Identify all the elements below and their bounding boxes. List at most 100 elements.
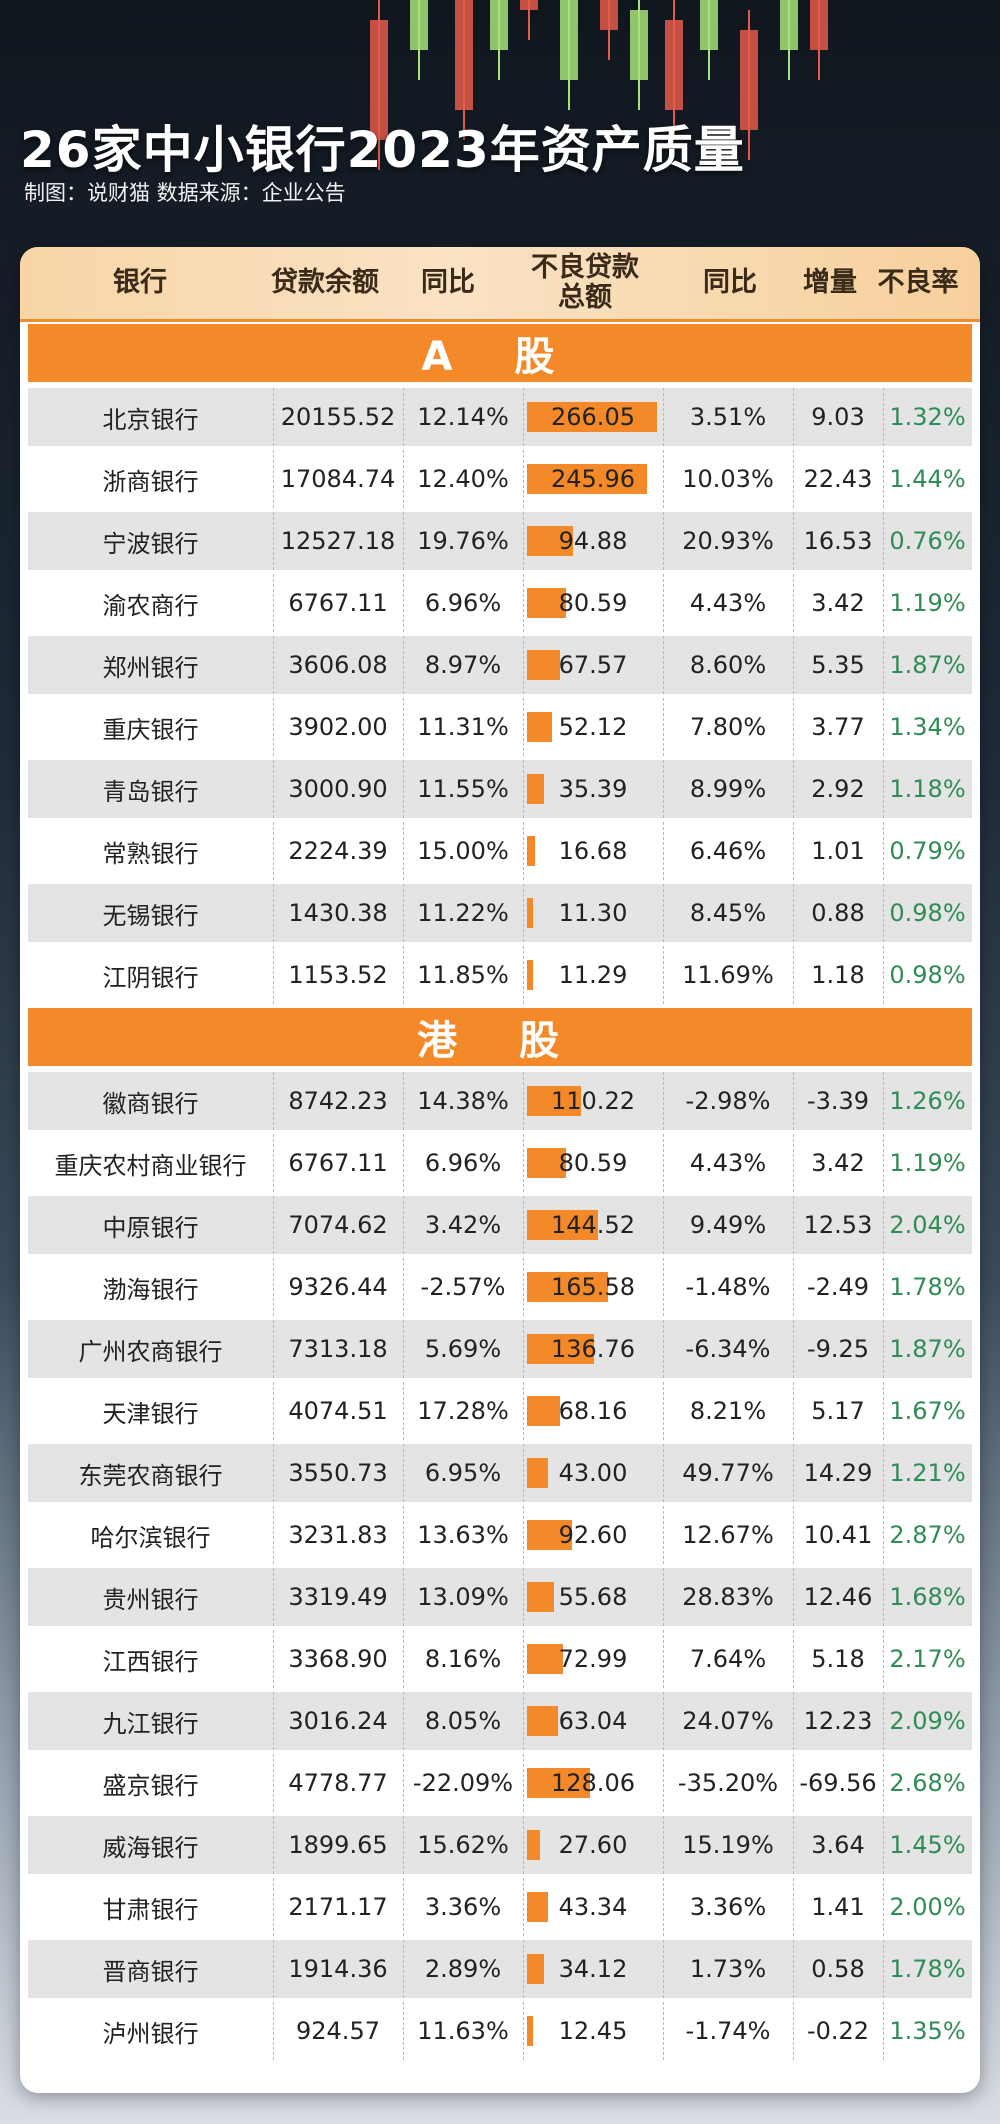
table-row: 泸州银行 924.57 11.63% 12.45 -1.74% -0.22 1.35% bbox=[28, 2002, 972, 2060]
column-divider bbox=[883, 1258, 884, 1316]
column-divider bbox=[523, 1444, 524, 1502]
npl-total: 80.59 bbox=[558, 589, 628, 617]
loan-yoy: 5.69% bbox=[424, 1335, 502, 1363]
column-divider bbox=[273, 946, 274, 1004]
column-divider bbox=[523, 1072, 524, 1130]
npl-yoy: 20.93% bbox=[682, 527, 774, 555]
npl-total: 92.60 bbox=[558, 1521, 628, 1549]
header-loan-yoy: 同比 bbox=[421, 267, 475, 298]
npl-increase: 10.41 bbox=[803, 1521, 873, 1549]
column-divider bbox=[883, 1940, 884, 1998]
npl-total-cell: 128.06 bbox=[527, 1754, 659, 1812]
npl-yoy: 8.21% bbox=[689, 1397, 767, 1425]
column-divider bbox=[793, 946, 794, 1004]
npl-bar bbox=[527, 1954, 544, 1984]
column-divider bbox=[663, 1320, 664, 1378]
npl-total: 110.22 bbox=[551, 1087, 635, 1115]
table-row: 中原银行 7074.62 3.42% 144.52 9.49% 12.53 2.04% bbox=[28, 1196, 972, 1254]
column-divider bbox=[793, 1072, 794, 1130]
npl-ratio: 2.68% bbox=[889, 1769, 966, 1797]
column-divider bbox=[793, 822, 794, 880]
header-npl-increase: 增量 bbox=[803, 267, 857, 298]
column-divider bbox=[883, 2002, 884, 2060]
column-divider bbox=[403, 388, 404, 446]
candle-body bbox=[700, 0, 718, 50]
table-row: 青岛银行 3000.90 11.55% 35.39 8.99% 2.92 1.18% bbox=[28, 760, 972, 818]
npl-increase: 12.53 bbox=[803, 1211, 873, 1239]
column-divider bbox=[273, 512, 274, 570]
npl-increase: -69.56 bbox=[799, 1769, 877, 1797]
npl-bar bbox=[527, 836, 536, 866]
column-divider bbox=[523, 1258, 524, 1316]
npl-bar bbox=[527, 1334, 594, 1364]
column-divider bbox=[523, 822, 524, 880]
bank-name: 无锡银行 bbox=[102, 901, 199, 930]
column-divider bbox=[793, 1878, 794, 1936]
column-divider bbox=[523, 1878, 524, 1936]
bank-name: 渝农商行 bbox=[102, 591, 199, 620]
npl-total-cell: 266.05 bbox=[527, 388, 659, 446]
column-divider bbox=[793, 1940, 794, 1998]
loan-yoy: 17.28% bbox=[417, 1397, 509, 1425]
header-npl-ratio: 不良率 bbox=[877, 267, 959, 298]
npl-total: 144.52 bbox=[551, 1211, 635, 1239]
column-divider bbox=[663, 1816, 664, 1874]
candle-body bbox=[630, 10, 648, 80]
column-divider bbox=[273, 822, 274, 880]
loan-yoy: 2.89% bbox=[424, 1955, 502, 1983]
loan-yoy: 3.36% bbox=[424, 1893, 502, 1921]
npl-yoy: -1.74% bbox=[685, 2017, 771, 2045]
column-divider bbox=[793, 2002, 794, 2060]
loan-balance: 6767.11 bbox=[288, 1149, 388, 1177]
bank-name: 天津银行 bbox=[102, 1399, 199, 1428]
column-divider bbox=[273, 636, 274, 694]
loan-balance: 3231.83 bbox=[288, 1521, 388, 1549]
column-divider bbox=[883, 822, 884, 880]
column-divider bbox=[663, 1692, 664, 1750]
npl-yoy: 4.43% bbox=[689, 1149, 767, 1177]
npl-yoy: 28.83% bbox=[682, 1583, 774, 1611]
npl-increase: 3.77 bbox=[811, 713, 865, 741]
column-divider bbox=[403, 1444, 404, 1502]
loan-yoy: 11.22% bbox=[417, 899, 509, 927]
loan-yoy: 13.63% bbox=[417, 1521, 509, 1549]
npl-increase: 14.29 bbox=[803, 1459, 873, 1487]
column-divider bbox=[403, 1072, 404, 1130]
npl-total-cell: 245.96 bbox=[527, 450, 659, 508]
npl-bar bbox=[527, 1396, 561, 1426]
column-divider bbox=[273, 1196, 274, 1254]
npl-yoy: 7.80% bbox=[689, 713, 767, 741]
table-row: 盛京银行 4778.77 -22.09% 128.06 -35.20% -69.56 2.6… bbox=[28, 1754, 972, 1812]
npl-bar bbox=[527, 1272, 608, 1302]
column-divider bbox=[883, 636, 884, 694]
column-divider bbox=[793, 1568, 794, 1626]
bank-name: 重庆银行 bbox=[102, 715, 199, 744]
table-row: 江西银行 3368.90 8.16% 72.99 7.64% 5.18 2.17% bbox=[28, 1630, 972, 1688]
npl-total: 266.05 bbox=[551, 403, 635, 431]
npl-increase: -2.49 bbox=[806, 1273, 870, 1301]
candle-body bbox=[410, 0, 428, 50]
column-divider bbox=[793, 388, 794, 446]
npl-ratio: 1.34% bbox=[889, 713, 966, 741]
npl-total: 11.30 bbox=[558, 899, 628, 927]
npl-ratio: 1.21% bbox=[889, 1459, 966, 1487]
column-divider bbox=[523, 450, 524, 508]
npl-total: 67.57 bbox=[558, 651, 628, 679]
column-divider bbox=[883, 450, 884, 508]
npl-total-cell: 12.45 bbox=[527, 2002, 659, 2060]
npl-ratio: 1.68% bbox=[889, 1583, 966, 1611]
column-divider bbox=[273, 1630, 274, 1688]
bank-name: 徽商银行 bbox=[102, 1089, 199, 1118]
npl-yoy: 1.73% bbox=[689, 1955, 767, 1983]
npl-total-cell: 11.30 bbox=[527, 884, 659, 942]
column-divider bbox=[883, 388, 884, 446]
column-divider bbox=[403, 1134, 404, 1192]
bank-name: 中原银行 bbox=[102, 1213, 199, 1242]
table-row: 天津银行 4074.51 17.28% 68.16 8.21% 5.17 1.67% bbox=[28, 1382, 972, 1440]
npl-total-cell: 34.12 bbox=[527, 1940, 659, 1998]
column-divider bbox=[403, 450, 404, 508]
npl-total: 80.59 bbox=[558, 1149, 628, 1177]
column-divider bbox=[883, 1196, 884, 1254]
table-row: 贵州银行 3319.49 13.09% 55.68 28.83% 12.46 1.68% bbox=[28, 1568, 972, 1626]
loan-yoy: 6.96% bbox=[424, 589, 502, 617]
